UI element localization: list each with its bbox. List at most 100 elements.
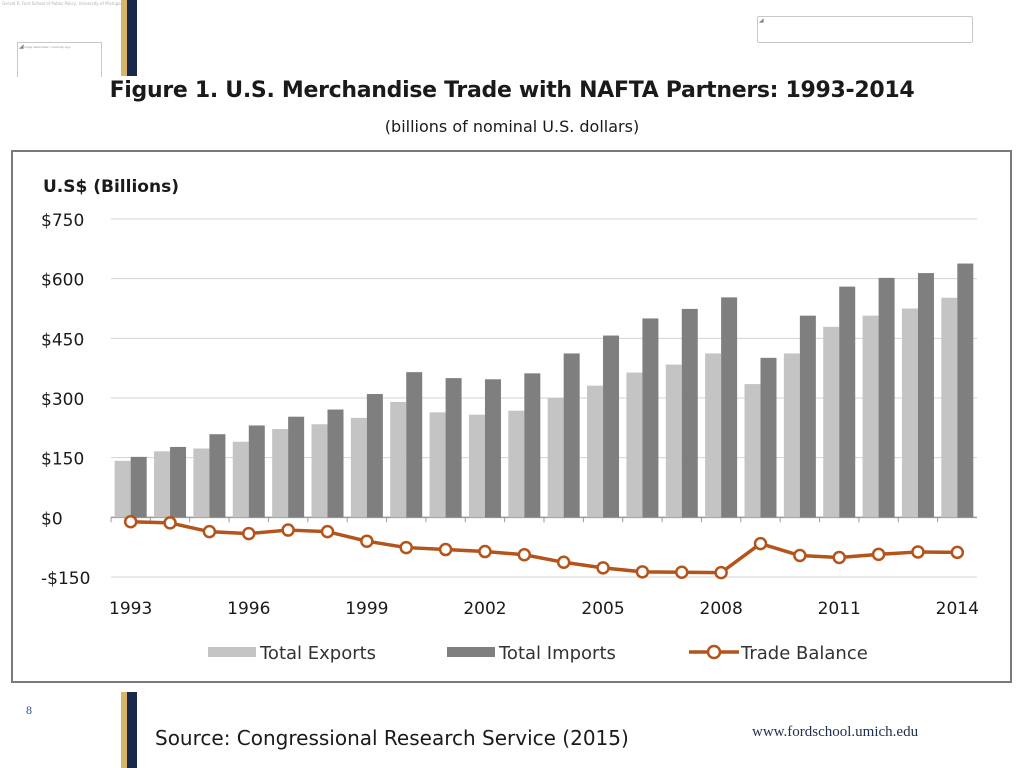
bar-imports-2001: [445, 378, 462, 518]
bar-imports-1995: [209, 434, 226, 518]
trade-balance-point-2013: [911, 545, 925, 559]
bar-imports-2008: [721, 297, 738, 518]
x-tick-label-1996: 1996: [227, 599, 270, 619]
figure-title: Figure 1. U.S. Merchandise Trade with NA…: [109, 78, 915, 103]
bar-imports-2004: [563, 353, 580, 518]
bar-exports-2003: [508, 410, 525, 518]
bar-exports-2002: [468, 414, 485, 518]
bar-exports-1994: [154, 451, 171, 518]
image-placeholder-text: Image placeholder / university logo: [24, 45, 71, 49]
trade-balance-point-2005: [596, 561, 610, 575]
figure-subtitle: (billions of nominal U.S. dollars): [384, 117, 640, 136]
trade-balance-point-2000: [399, 540, 413, 555]
bar-exports-2012: [862, 315, 879, 518]
legend-marker-trade-balance: [706, 644, 722, 660]
trade-balance-point-2001: [438, 542, 453, 557]
bar-imports-2011: [839, 286, 856, 518]
trade-balance-point-2007: [675, 565, 689, 579]
bar-imports-2007: [681, 308, 698, 518]
slide-number: 8: [26, 703, 32, 717]
bar-exports-1995: [193, 448, 210, 518]
legend-swatch-total-exports: [208, 647, 256, 657]
y-tick-label: -$150: [41, 569, 90, 589]
legend-label-total-exports: Total Exports: [259, 643, 376, 664]
trade-balance-point-1995: [202, 524, 217, 539]
y-tick-label: $300: [41, 390, 84, 410]
accent-bar-gold-top: [121, 0, 127, 76]
bar-exports-2010: [783, 353, 800, 518]
bar-exports-1996: [232, 441, 249, 518]
bar-imports-2012: [878, 277, 895, 518]
trade-balance-point-2011: [832, 550, 846, 565]
trade-balance-point-1998: [320, 524, 335, 539]
bar-imports-2013: [917, 273, 934, 518]
image-placeholder-right: ◢: [757, 16, 973, 43]
x-tick-label-1999: 1999: [345, 599, 388, 619]
bar-exports-1993: [114, 460, 131, 518]
bar-exports-1999: [350, 417, 367, 518]
accent-bar-gold-bottom: [121, 692, 127, 768]
trade-balance-line: [130, 519, 958, 575]
legend-swatch-total-imports: [447, 647, 495, 657]
bar-imports-2002: [484, 379, 501, 518]
x-tick-label-2002: 2002: [463, 599, 506, 619]
image-placeholder-left: ◢ Image placeholder / university logo: [17, 42, 102, 77]
bar-imports-2014: [957, 263, 974, 518]
bar-exports-1998: [311, 424, 328, 518]
bar-imports-1997: [288, 416, 305, 518]
bar-exports-2008: [705, 353, 722, 518]
y-tick-label: $750: [41, 211, 84, 231]
trade-balance-point-2008: [714, 565, 728, 580]
bar-imports-2006: [642, 318, 659, 518]
trade-balance-point-1997: [281, 523, 295, 537]
trade-balance-point-2004: [556, 555, 571, 570]
x-tick-label-2014: 2014: [936, 599, 979, 619]
website-url[interactable]: www.fordschool.umich.edu: [752, 724, 919, 740]
x-tick-label-2008: 2008: [700, 599, 743, 619]
bar-imports-2005: [603, 335, 620, 518]
bar-imports-1996: [248, 425, 265, 518]
trade-balance-point-2012: [871, 547, 886, 562]
bar-exports-2007: [665, 364, 682, 518]
broken-image-icon-right: ◢: [759, 18, 764, 24]
bar-exports-2000: [390, 401, 407, 518]
trade-balance-point-1999: [360, 534, 374, 548]
y-tick-label: $150: [41, 450, 84, 470]
bar-exports-2011: [823, 326, 840, 518]
trade-balance-point-1993: [123, 514, 138, 529]
trade-balance-point-2014: [950, 545, 965, 560]
trade-balance-point-1996: [242, 526, 256, 541]
y-tick-label: $450: [41, 330, 84, 350]
x-tick-label-1993: 1993: [109, 599, 152, 619]
bar-exports-1997: [272, 429, 289, 518]
bar-exports-2005: [587, 385, 604, 518]
x-tick-label-2011: 2011: [818, 599, 861, 619]
y-axis-label: U.S$ (Billions): [43, 177, 179, 197]
bar-exports-2009: [744, 384, 761, 518]
accent-bar-navy-bottom: [127, 692, 137, 768]
y-tick-label: $600: [41, 271, 84, 291]
bar-imports-1993: [130, 456, 147, 518]
accent-bar-navy-top: [127, 0, 137, 76]
bar-imports-2009: [760, 357, 777, 518]
broken-image-icon: ◢: [19, 44, 24, 50]
bar-exports-2001: [429, 412, 446, 518]
header-tiny-text: Gerald R. Ford School of Public Policy, …: [2, 1, 124, 6]
trade-balance-point-2002: [478, 544, 492, 559]
trade-balance-point-2009: [753, 536, 768, 551]
bar-exports-2004: [547, 398, 564, 518]
trade-balance-point-2003: [517, 547, 532, 562]
bar-imports-2010: [799, 315, 816, 518]
trade-balance-point-2010: [793, 548, 807, 563]
bar-exports-2006: [626, 372, 643, 518]
bar-exports-2014: [941, 297, 958, 518]
trade-balance-point-1994: [163, 516, 177, 530]
source-citation: Source: Congressional Research Service (…: [155, 726, 629, 750]
legend-label-total-imports: Total Imports: [498, 643, 616, 664]
x-tick-label-2005: 2005: [581, 599, 624, 619]
trade-chart: U.S$ (Billions) $750 $600 $450 $300 $150 $0 -$1…: [41, 177, 979, 664]
bar-imports-1994: [170, 446, 187, 518]
bar-imports-2003: [524, 373, 541, 518]
bar-imports-2000: [406, 372, 423, 518]
y-tick-label: $0: [41, 509, 63, 529]
